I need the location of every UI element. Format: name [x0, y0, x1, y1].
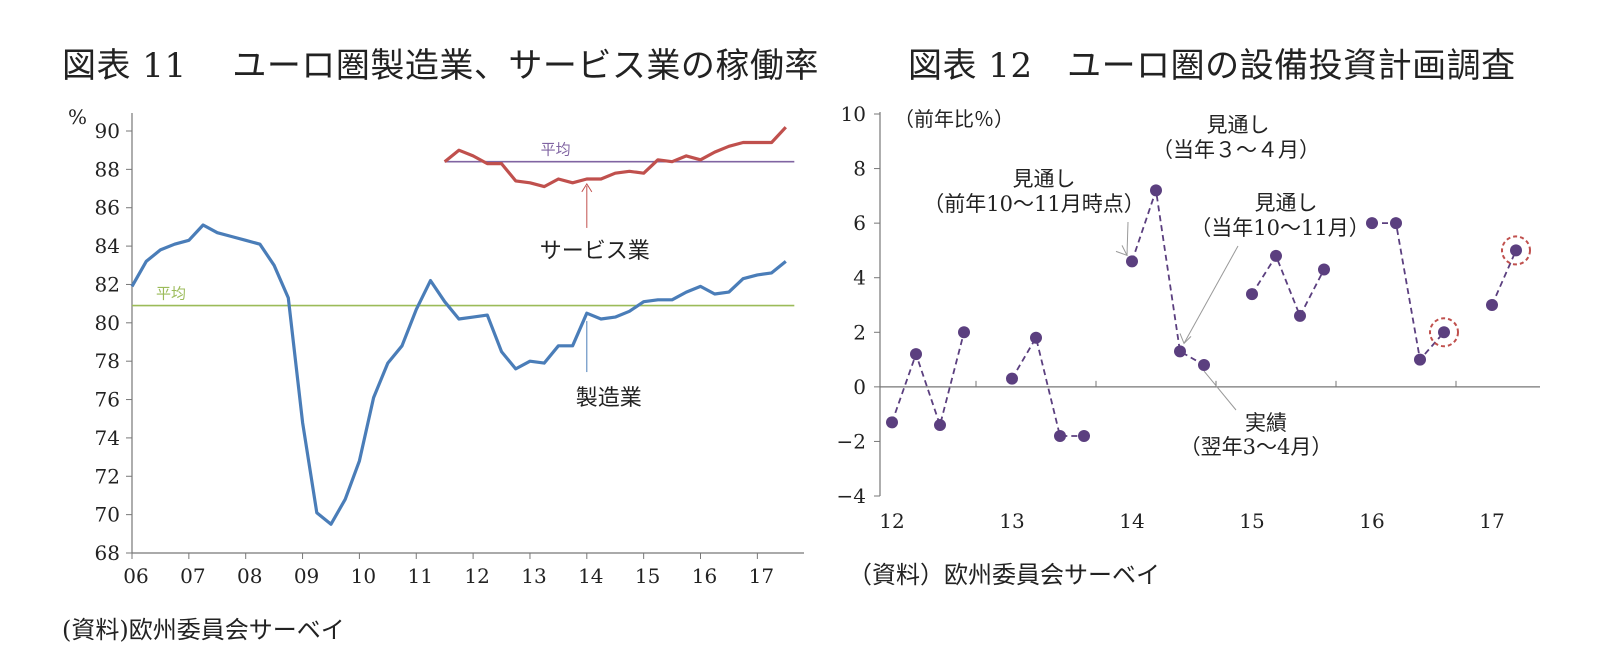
annotation-leader-line	[1183, 245, 1239, 344]
y-tick-label: 78	[95, 349, 120, 373]
annotation-leader-arrow	[1115, 245, 1129, 257]
x-tick-label: 10	[351, 564, 376, 588]
annotation-label: 見通し	[1013, 167, 1076, 191]
survey-point	[1414, 353, 1426, 366]
x-tick-label: 07	[180, 564, 205, 588]
survey-dashed-line	[1251, 253, 1325, 319]
x-tick-label: 11	[408, 564, 433, 588]
survey-point	[1366, 217, 1378, 230]
y-tick-label: 4	[853, 266, 866, 290]
survey-point	[1270, 249, 1282, 262]
y-unit-label: （前年比％）	[894, 107, 1014, 131]
x-tick-label: 17	[749, 564, 774, 588]
x-tick-label: 15	[635, 564, 660, 588]
survey-point	[910, 348, 922, 361]
x-tick-label: 13	[521, 564, 546, 588]
x-tick-label: 08	[237, 564, 262, 588]
annotation-leader-arrow	[1179, 333, 1192, 345]
survey-point	[1486, 299, 1498, 311]
x-tick-label: 16	[692, 564, 717, 588]
annotation-label: 見通し	[1255, 191, 1318, 215]
y-tick-label: −4	[837, 484, 866, 508]
survey-point	[886, 416, 898, 429]
survey-point	[1078, 429, 1090, 442]
survey-point	[1006, 372, 1018, 385]
y-tick-label: 70	[95, 503, 120, 527]
services-leader-arrow	[581, 182, 593, 193]
highlight-circle	[1501, 235, 1531, 266]
annotation-label: （当年10～11月）	[1190, 216, 1369, 240]
y-unit-label: %	[68, 105, 87, 129]
survey-dashed-line	[1372, 222, 1445, 362]
services-series-label: サービス業	[540, 239, 650, 264]
survey-dashed-line	[1131, 190, 1205, 366]
x-tick-label: 09	[294, 564, 319, 588]
x-tick-label: 13	[999, 509, 1024, 533]
x-tick-label: 14	[1119, 509, 1144, 533]
y-tick-label: 0	[853, 375, 866, 399]
y-tick-label: 88	[95, 157, 120, 181]
annotation-leader-line	[1203, 370, 1237, 411]
survey-point	[1510, 244, 1522, 257]
survey-point	[1126, 255, 1138, 268]
survey-point	[934, 419, 946, 432]
y-tick-label: 74	[95, 426, 120, 450]
y-tick-label: 72	[95, 464, 120, 488]
y-tick-label: −2	[837, 429, 866, 453]
left-source-note: (資料)欧州委員会サーベイ	[62, 616, 345, 644]
survey-point	[1174, 345, 1186, 358]
survey-point	[1150, 184, 1162, 197]
survey-dashed-line	[1011, 335, 1084, 437]
y-tick-label: 10	[841, 102, 866, 126]
survey-point	[1318, 263, 1330, 276]
survey-point	[1054, 429, 1066, 442]
survey-point	[1030, 331, 1042, 344]
highlight-circle	[1429, 317, 1459, 348]
y-tick-label: 6	[853, 211, 866, 235]
survey-dashed-line	[891, 332, 965, 429]
annotation-label: 見通し	[1207, 113, 1270, 137]
manufacturing-series-line	[130, 223, 787, 526]
y-tick-label: 82	[95, 272, 120, 296]
survey-point	[1294, 309, 1306, 322]
x-tick-label: 06	[123, 564, 148, 588]
annotation-leader-line	[1126, 221, 1129, 256]
y-tick-label: 86	[95, 196, 120, 220]
average-label: 平均	[156, 285, 186, 303]
survey-point	[1246, 288, 1258, 301]
figure-11-title: 図表 11 ユーロ圏製造業、サービス業の稼働率	[62, 46, 819, 86]
annotation-label: 実績	[1245, 411, 1287, 435]
y-tick-label: 76	[95, 388, 120, 412]
x-tick-label: 12	[464, 564, 489, 588]
right-source-note: （資料）欧州委員会サーベイ	[848, 561, 1160, 589]
y-tick-label: 90	[95, 119, 120, 143]
annotation-label: （前年10～11月時点）	[923, 192, 1144, 216]
x-tick-label: 12	[879, 509, 904, 533]
x-tick-label: 14	[578, 564, 603, 588]
annotation-label: （翌年3～4月）	[1180, 435, 1333, 459]
y-tick-label: 68	[95, 541, 120, 565]
y-tick-label: 80	[95, 311, 120, 335]
survey-point	[1198, 359, 1210, 372]
y-tick-label: 8	[853, 157, 866, 181]
annotation-label: （当年３～４月）	[1152, 138, 1320, 162]
survey-point	[1390, 217, 1402, 230]
figure-12-title: 図表 12 ユーロ圏の設備投資計画調査	[908, 46, 1516, 86]
x-tick-label: 17	[1479, 509, 1504, 533]
x-tick-label: 16	[1359, 509, 1384, 533]
services-series-line	[443, 126, 787, 189]
survey-point	[958, 326, 970, 339]
y-tick-label: 84	[95, 234, 120, 258]
average-label: 平均	[541, 141, 571, 159]
utilization-chart: 68 70 72 74 76 78 80 82 84 86 88 90% 06 07 08 09 10 11 12 1…	[68, 105, 804, 588]
x-tick-label: 15	[1239, 509, 1264, 533]
manufacturing-series-label: 製造業	[576, 386, 642, 411]
y-tick-label: 2	[853, 320, 866, 344]
survey-point	[1438, 326, 1450, 339]
